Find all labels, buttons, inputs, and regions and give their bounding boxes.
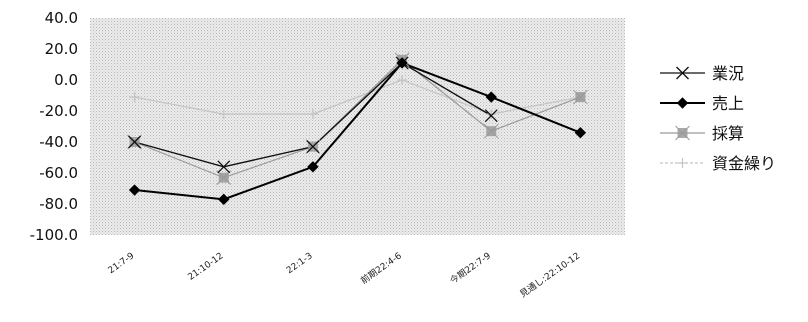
data-point [307,109,318,120]
data-point [129,92,140,103]
legend-item: 採算 [660,124,744,143]
y-tick-label: -100.0 [30,226,78,244]
y-axis-ticks: 40.0 20.0 0.0 -20.0 -40.0 -60.0 -80.0 -100.0 [30,9,78,244]
data-point [676,97,689,109]
legend-label: 売上 [712,94,744,113]
y-tick-label: -40.0 [39,133,78,151]
legend-item: 資金繰り [660,154,776,173]
data-point [306,140,320,154]
x-tick-label: 見通し:22:10-12 [518,250,582,300]
data-point [397,75,408,85]
series-line [134,61,581,201]
data-point [307,161,319,173]
series-line [134,59,581,179]
x-tick-label: 今期22:7-9 [447,249,493,286]
legend-item: 売上 [660,94,744,113]
data-point [217,160,231,174]
data-point [574,126,587,139]
data-point [677,158,688,168]
x-tick-label: 前期22:4-6 [358,249,404,286]
data-point [396,57,408,69]
legend-item: 業況 [660,64,744,83]
x-tick-label: 21:7-9 [107,251,137,276]
data-point [128,135,142,149]
data-point [216,170,232,186]
x-tick-label: 22:1-3 [285,251,315,276]
data-point [485,91,497,103]
y-tick-label: 0.0 [54,71,78,89]
legend-label: 採算 [712,124,744,143]
legend-label: 資金繰り [712,154,776,173]
plot-area [90,18,625,235]
x-axis-ticks: 21:7-9 21:10-12 22:1-3 前期22:4-6 今期22:7-9 見通し:… [107,249,582,300]
data-point [675,125,690,141]
data-point [218,109,229,120]
series-markers [127,52,588,206]
data-point [486,109,497,120]
y-tick-label: 40.0 [45,9,78,27]
data-point [218,193,230,206]
x-tick-label: 21:10-12 [186,251,225,283]
data-point [128,184,141,196]
series-line [134,79,581,115]
legend-label: 業況 [712,64,744,83]
data-point [483,123,499,139]
data-point [676,66,689,80]
y-tick-label: 20.0 [45,40,78,58]
y-tick-label: -80.0 [39,195,78,213]
data-point [484,109,498,123]
y-tick-label: -20.0 [39,102,78,120]
y-tick-label: -60.0 [39,164,78,182]
data-point [573,89,588,105]
